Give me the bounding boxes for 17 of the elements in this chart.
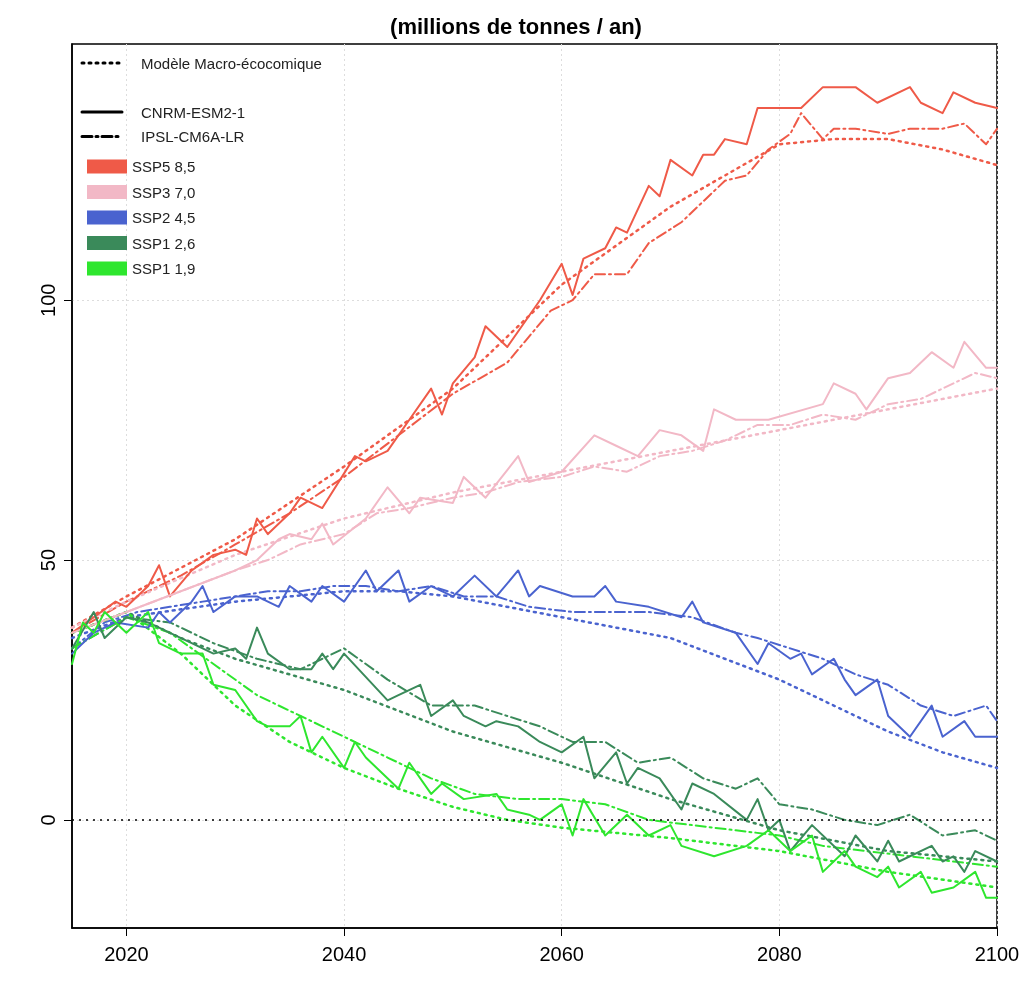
x-tick-label: 2060 bbox=[539, 943, 584, 965]
x-tick-label: 2100 bbox=[974, 943, 1020, 965]
x-tick-label: 2040 bbox=[321, 943, 367, 965]
x-tick-label: 2020 bbox=[104, 943, 149, 965]
y-tick-label: 100 bbox=[37, 283, 59, 317]
legend-label: SSP2 4,5 bbox=[132, 209, 196, 226]
legend-label: SSP1 1,9 bbox=[132, 260, 196, 277]
annotation: CNRM-ESM2-1 bbox=[141, 103, 246, 121]
y-tick-label: 0 bbox=[37, 814, 59, 826]
annotation: Modèle Macro-écocomique bbox=[141, 54, 322, 72]
chart-title: (millions de tonnes / an) bbox=[390, 13, 642, 39]
x-tick-label: 2080 bbox=[757, 943, 802, 965]
annotation: IPSL-CM6A-LR bbox=[141, 128, 245, 145]
legend-label: SSP5 8,5 bbox=[132, 158, 196, 175]
y-tick-label: 50 bbox=[37, 548, 59, 572]
legend-label: SSP3 7,0 bbox=[132, 183, 196, 201]
legend-label: SSP1 2,6 bbox=[132, 234, 196, 252]
